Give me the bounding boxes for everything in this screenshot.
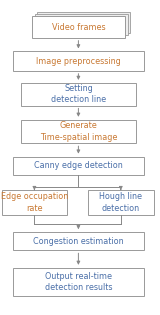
Text: Hough line
detection: Hough line detection xyxy=(99,192,142,213)
Text: Output real-time
detection results: Output real-time detection results xyxy=(45,272,112,292)
FancyBboxPatch shape xyxy=(13,232,144,250)
FancyBboxPatch shape xyxy=(21,83,136,106)
FancyBboxPatch shape xyxy=(88,190,154,215)
FancyBboxPatch shape xyxy=(35,14,128,35)
Text: Image preprocessing: Image preprocessing xyxy=(36,57,121,66)
FancyBboxPatch shape xyxy=(13,268,144,296)
Text: Setting
detection line: Setting detection line xyxy=(51,84,106,104)
Text: Video frames: Video frames xyxy=(52,23,105,32)
Text: Congestion estimation: Congestion estimation xyxy=(33,237,124,246)
FancyBboxPatch shape xyxy=(32,16,125,38)
FancyBboxPatch shape xyxy=(2,190,67,215)
FancyBboxPatch shape xyxy=(13,51,144,71)
FancyBboxPatch shape xyxy=(37,12,130,33)
Text: Edge occupation
rate: Edge occupation rate xyxy=(1,192,68,213)
Text: Canny edge detection: Canny edge detection xyxy=(34,161,123,170)
FancyBboxPatch shape xyxy=(21,120,136,143)
Text: Generate
Time-spatial image: Generate Time-spatial image xyxy=(40,122,117,141)
FancyBboxPatch shape xyxy=(13,157,144,175)
